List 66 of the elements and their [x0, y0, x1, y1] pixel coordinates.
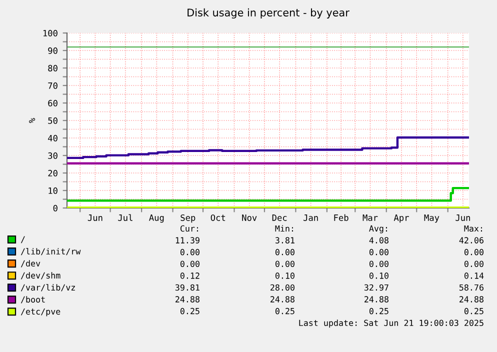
legend-label: /dev/shm	[20, 272, 60, 280]
x-tick-label: Sep	[180, 214, 196, 223]
text: 32.97	[364, 284, 388, 291]
x-tick-label: Apr	[394, 214, 409, 223]
text: Max:	[464, 225, 482, 232]
text: 0.14	[464, 272, 484, 279]
y-tick-label: 60	[48, 100, 58, 106]
legend-label: /lib/init/rw	[20, 248, 81, 256]
x-tick-label: Jan	[304, 214, 318, 221]
y-axis-title: %	[29, 118, 36, 123]
text: 11.39	[176, 237, 200, 244]
text: 0.10	[275, 272, 294, 279]
text: 0.00	[180, 260, 200, 268]
text: Min:	[275, 225, 293, 232]
x-tick-label: Feb	[334, 214, 348, 221]
y-tick-label: 10	[48, 187, 58, 194]
text: 0.00	[275, 248, 294, 256]
text: 24.88	[460, 296, 484, 302]
legend-label: /var/lib/vz	[20, 284, 75, 292]
text: 0.00	[369, 260, 388, 268]
y-tick-label: 100	[43, 30, 58, 36]
text: 3.81	[275, 237, 294, 244]
y-tick-label: 90	[48, 47, 58, 54]
text: 0.25	[180, 308, 200, 314]
x-tick-label: Mar	[362, 214, 378, 221]
text: 39.81	[175, 284, 200, 291]
x-tick-label: Oct	[210, 214, 226, 221]
text: 24.88	[364, 296, 388, 302]
y-tick-label: 70	[48, 82, 58, 89]
x-tick-label: Aug	[149, 214, 164, 223]
text: Avg:	[369, 225, 387, 234]
text: Cur:	[180, 225, 198, 232]
legend-label: /	[20, 236, 25, 244]
legend-label: /etc/pve	[20, 308, 60, 316]
text: 0.00	[275, 260, 294, 268]
legend-label: /dev	[20, 260, 40, 268]
text: 24.88	[176, 296, 200, 302]
chart-title: Disk usage in percent - by year	[188, 8, 350, 18]
text: 28.00	[270, 284, 294, 291]
y-tick-label: 40	[48, 134, 58, 142]
text: 0.25	[369, 308, 388, 314]
text: 0.25	[275, 308, 294, 314]
text: 0.00	[369, 248, 388, 256]
text: 0.00	[180, 248, 200, 256]
x-tick-label: Jun	[88, 214, 102, 221]
text: 24.88	[270, 296, 294, 302]
text: 0.00	[464, 248, 484, 256]
x-tick-label: Nov	[242, 214, 257, 221]
text: 0.00	[464, 260, 484, 268]
x-tick-label: Jul	[118, 214, 132, 221]
text: 0.12	[180, 272, 200, 279]
y-tick-label: 20	[48, 170, 58, 176]
text: 4.08	[369, 237, 388, 244]
text: Last update: Sat Jun 21 19:00:03 2025	[299, 320, 484, 328]
legend-label: /boot	[20, 296, 45, 304]
text: 0.10	[369, 272, 388, 279]
y-tick-label: 80	[48, 64, 58, 72]
text: 42.06	[459, 237, 484, 244]
text: 0.25	[464, 308, 484, 314]
x-tick-label: Jun	[456, 214, 470, 221]
text: 58.76	[459, 284, 484, 291]
x-tick-label: Dec	[272, 214, 287, 221]
y-tick-label: 30	[48, 152, 58, 159]
y-tick-label: 0	[53, 204, 58, 212]
x-tick-label: May	[424, 214, 440, 223]
y-tick-label: 50	[48, 117, 58, 124]
